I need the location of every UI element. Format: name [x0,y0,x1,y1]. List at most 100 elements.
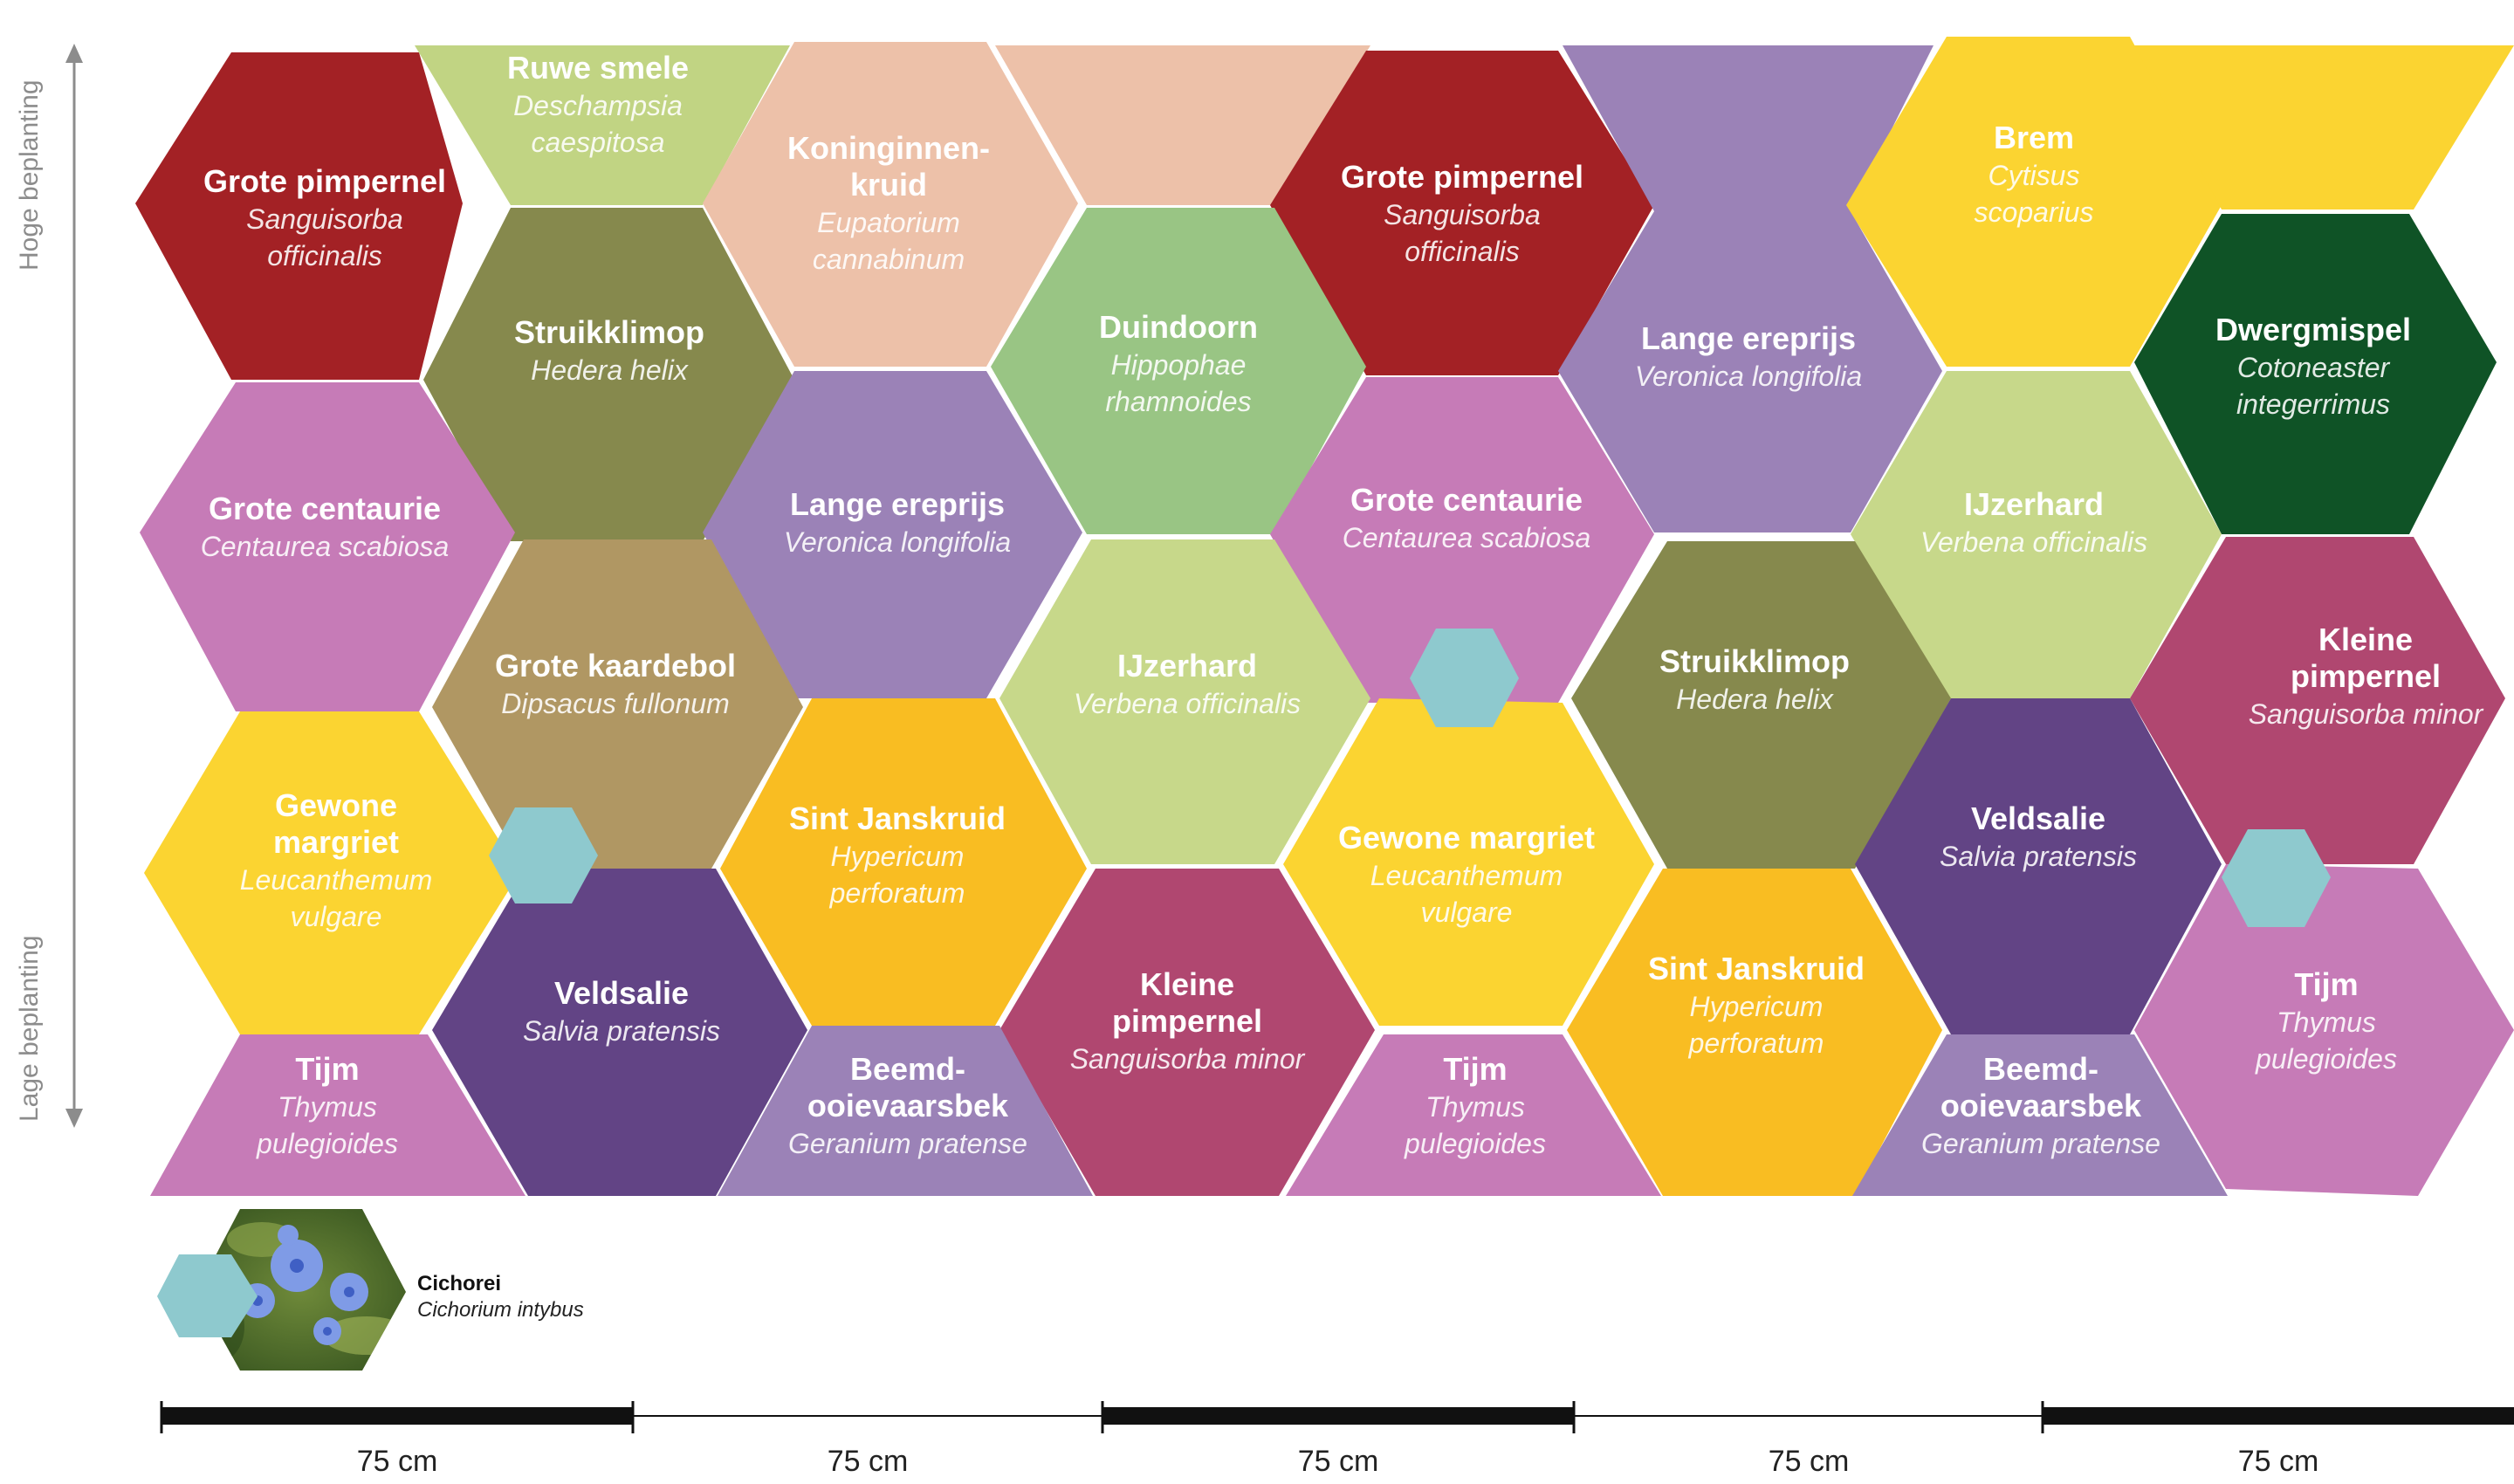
arrow-down-icon [65,1109,83,1128]
plant-shape [1270,51,1654,375]
chicory-marker-icon [1410,629,1519,727]
plant-label: Tijm Thymus pulegioides [1404,1051,1546,1159]
plant-cell: Tijm Thymus pulegioides [150,1034,525,1196]
plant-common-name: Sint Janskruid [1648,951,1865,986]
plant-label: Grote kaardebol Dipsacus fullonum [495,648,736,719]
plant-latin-name: Thymus [278,1091,377,1123]
plant-latin-name: Verbena officinalis [1920,526,2147,558]
plant-shape [1855,698,2222,1034]
plant-label: Struikklimop Hedera helix [1659,643,1850,715]
plant-label: Beemd-ooievaarsbek Geranium pratense [1921,1051,2160,1159]
plant-cell: Sint Janskruid Hypericum perforatum [1567,869,1942,1196]
plant-label: Lange ereprijs Veronica longifolia [1635,320,1862,392]
plant-label: Veldsalie Salvia pratensis [523,975,720,1047]
plant-label: Kleine pimpernel Sanguisorba minor [1070,966,1306,1075]
plant-cell: Duindoorn Hippophae rhamnoides [991,208,1366,534]
scale-segment [1102,1407,1574,1425]
plant-common-name: pimpernel [2291,658,2441,694]
plant-shape [432,539,803,869]
plant-common-name: Grote centaurie [1350,482,1583,518]
scale-label: 75 cm [357,1445,438,1478]
plant-cell: Struikklimop Hedera helix [1571,541,1951,869]
plant-cell: Kleine pimpernel Sanguisorba minor [2130,537,2505,864]
plant-common-name: Kleine [2318,622,2413,657]
plant-common-name: Gewone [275,787,397,823]
plant-cell: Tijm Thymus pulegioides [2134,864,2514,1196]
plant-shape [1286,1034,1661,1196]
plant-common-name: Gewone margriet [1338,820,1595,855]
plant-common-name: Ruwe smele [507,50,689,86]
plant-cell: Grote centaurie Centaurea scabiosa [1270,377,1654,703]
plant-shape [1846,37,2222,367]
plant-label: Gewone margriet Leucanthemum vulgare [1338,820,1595,928]
scale-segment [161,1407,633,1425]
plant-common-name: Lange ereprijs [790,486,1005,522]
plant-cell: IJzerhard Verbena officinalis [1851,371,2222,698]
plant-latin-name: Hedera helix [531,354,689,386]
plant-common-name: ooievaarsbek [1940,1088,2142,1123]
plant-cell: Sint Janskruid Hypericum perforatum [720,698,1087,1026]
plant-shape [703,371,1082,698]
scale-label: 75 cm [2238,1445,2319,1478]
scale-label: 75 cm [1298,1445,1379,1478]
plant-cell: IJzerhard Verbena officinalis [999,539,1370,864]
plant-label: Koninginnen-kruid Eupatorium cannabinum [787,130,990,275]
plant-cell: Veldsalie Salvia pratensis [1855,698,2222,1034]
plant-latin-name: Verbena officinalis [1074,688,1301,719]
plant-cell: Veldsalie Salvia pratensis [432,869,807,1196]
plant-cell: Grote centaurie Centaurea scabiosa [140,382,515,711]
plant-common-name: IJzerhard [1964,486,2104,522]
plant-label: Sint Janskruid Hypericum perforatum [1648,951,1865,1059]
plant-label: Struikklimop Hedera helix [514,314,704,386]
plant-label: IJzerhard Verbena officinalis [1920,486,2147,558]
plant-latin-name: integerrimus [2236,388,2390,420]
chicory-marker-icon [489,807,598,903]
plant-common-name: IJzerhard [1117,648,1257,684]
plant-latin-name: Leucanthemum [1370,860,1563,891]
plant-latin-name: pulegioides [2255,1043,2397,1075]
plant-cell: Grote pimpernel Sanguisorba officinalis [1270,51,1654,375]
plant-common-name: Struikklimop [514,314,704,350]
plant-cell: Brem Cytisus scoparius [1846,37,2222,367]
plant-latin-name: Sanguisorba minor [2249,698,2484,730]
plant-shape [2134,864,2514,1196]
plant-shape [718,1026,1093,1196]
plant-label: IJzerhard Verbena officinalis [1074,648,1301,719]
plant-cell: Tijm Thymus pulegioides [1286,1034,1661,1196]
plant-latin-name: Salvia pratensis [1940,841,2137,872]
plant-latin-name: Sanguisorba [246,203,403,235]
scale-segment [2043,1407,2514,1425]
plant-latin-name: Cytisus [1989,160,2080,191]
plant-common-name: Lange ereprijs [1641,320,1856,356]
plant-label: Grote pimpernel Sanguisorba officinalis [203,163,446,271]
plant-common-name: Grote pimpernel [1341,159,1583,195]
plant-latin-name: scoparius [1975,196,2094,228]
plant-common-name: Veldsalie [1971,800,2105,836]
plant-latin-name: officinalis [1405,236,1520,267]
plant-cell: Struikklimop Hedera helix [423,208,794,541]
plant-label: Grote centaurie Centaurea scabiosa [1343,482,1591,553]
plant-latin-name: Veronica longifolia [784,526,1011,558]
plant-shape [991,208,1366,534]
plant-common-name: Grote kaardebol [495,648,736,684]
plant-common-name: Kleine [1140,966,1234,1002]
plant-label: Kleine pimpernel Sanguisorba minor [2249,622,2484,730]
plant-shape [995,45,1370,205]
plant-latin-name: cannabinum [813,244,965,275]
plant-latin-name: caespitosa [532,127,665,158]
plant-shape [1283,698,1654,1026]
plant-common-name: Brem [1994,120,2074,155]
plant-cell: Gewone margriet Leucanthemum vulgare [1283,698,1654,1026]
plant-label: Grote pimpernel Sanguisorba officinalis [1341,159,1583,267]
plant-shape [703,42,1078,367]
plant-common-name: Grote pimpernel [203,163,446,199]
plant-cell: Grote kaardebol Dipsacus fullonum [432,539,803,869]
axis-top-label: Hoge beplanting [15,79,44,271]
plant-cell: Grote pimpernel Sanguisorba officinalis [135,52,463,380]
plant-shape [150,1034,525,1196]
plant-shape [1558,45,1942,532]
plant-latin-name: Centaurea scabiosa [201,531,450,562]
plant-shape [140,382,515,711]
plant-cell: Beemd-ooievaarsbek Geranium pratense [1852,1034,2228,1196]
